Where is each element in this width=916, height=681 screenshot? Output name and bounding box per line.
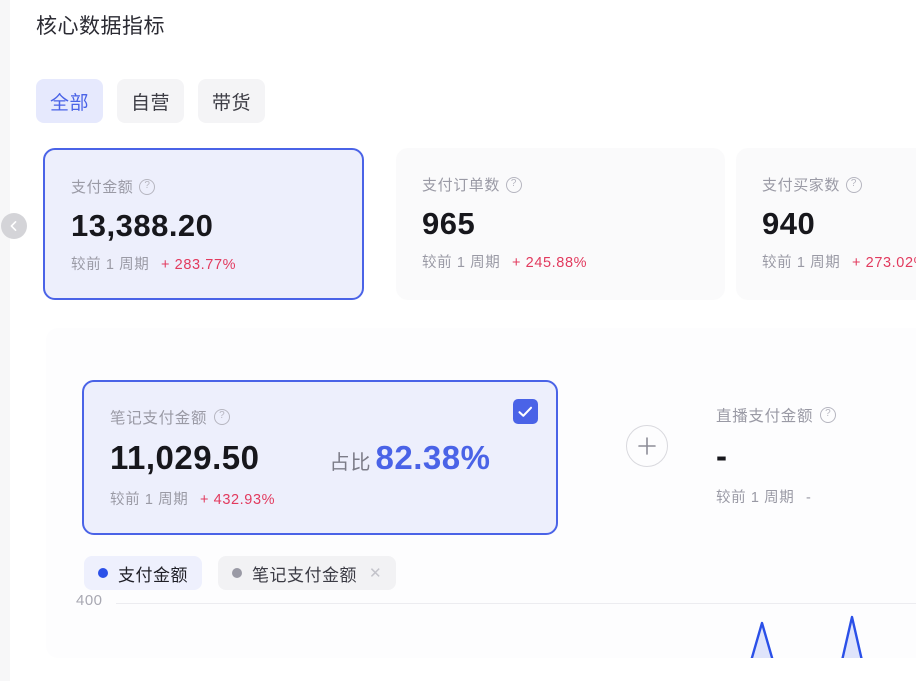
check-icon <box>518 406 533 417</box>
metric-share-label: 占比 <box>329 452 372 474</box>
metric-value-row: - <box>716 434 916 478</box>
page-title: 核心数据指标 <box>36 15 165 38</box>
metric-label: 支付订单数 <box>422 177 501 194</box>
metric-compare-row: 较前 1 周期 + 283.77% <box>71 253 362 274</box>
metric-compare-label: 较前 1 周期 <box>422 255 501 271</box>
legend-label: 支付金额 <box>118 565 188 585</box>
tab-self-operated[interactable]: 自营 <box>117 79 185 123</box>
metric-card-paid-buyers[interactable]: 支付买家数 940 较前 1 周期 + 273.02% <box>736 148 916 300</box>
metric-compare-row: 较前 1 周期 - <box>716 486 916 507</box>
summary-metric-cards: 支付金额 13,388.20 较前 1 周期 + 283.77% 支付订单数 9… <box>36 148 916 300</box>
tab-affiliate[interactable]: 带货 <box>198 79 266 123</box>
metric-delta: + 273.02% <box>851 255 916 271</box>
help-icon[interactable] <box>139 178 156 195</box>
breakdown-chart-panel: 笔记支付金额 11,029.50 占比 82.38% 较前 1 周期 + 432… <box>46 328 916 658</box>
breakdown-metric-cards: 笔记支付金额 11,029.50 占比 82.38% 较前 1 周期 + 432… <box>82 380 912 535</box>
metric-delta: + 283.77% <box>160 257 237 273</box>
tab-affiliate-label: 带货 <box>212 92 252 114</box>
legend-item-payment-amount[interactable]: 支付金额 <box>84 556 202 590</box>
metric-label: 支付金额 <box>71 179 134 196</box>
metric-compare-row: 较前 1 周期 + 432.93% <box>110 488 556 509</box>
metric-value-row: 11,029.50 占比 82.38% <box>110 436 556 480</box>
line-chart-plot: 400 <box>46 592 916 658</box>
metric-share-value: 82.38% <box>375 439 491 476</box>
metric-compare-label: 较前 1 周期 <box>71 257 150 273</box>
tab-self-operated-label: 自营 <box>131 92 171 114</box>
legend-dot-icon <box>232 568 242 578</box>
legend-label: 笔记支付金额 <box>252 565 357 585</box>
metric-card-live-payment-amount[interactable]: 直播支付金额 - 较前 1 周期 - <box>678 380 916 535</box>
metric-scope-tabs: 全部 自营 带货 <box>36 79 266 123</box>
metric-value: 940 <box>762 206 816 241</box>
metric-delta: - <box>805 490 812 506</box>
metric-card-paid-orders-label-row: 支付订单数 <box>422 174 725 195</box>
tab-all[interactable]: 全部 <box>36 79 104 123</box>
close-icon[interactable]: ✕ <box>369 564 383 582</box>
help-icon[interactable] <box>846 176 863 193</box>
legend-dot-icon <box>98 568 108 578</box>
legend-item-note-payment-amount[interactable]: 笔记支付金额 ✕ <box>218 556 397 590</box>
plus-icon <box>638 437 656 455</box>
metric-value: 11,029.50 <box>110 439 260 476</box>
chevron-left-icon <box>10 221 17 231</box>
help-icon[interactable] <box>506 176 523 193</box>
metric-card-payment-amount-label-row: 支付金额 <box>71 176 362 197</box>
add-metric-button[interactable] <box>626 425 668 467</box>
page-background-edge <box>0 0 10 681</box>
chart-gridline <box>116 603 916 604</box>
metric-card-paid-buyers-label-row: 支付买家数 <box>762 174 916 195</box>
metric-label: 笔记支付金额 <box>110 410 208 427</box>
sidebar-collapse-handle[interactable] <box>1 213 27 239</box>
metric-card-payment-amount[interactable]: 支付金额 13,388.20 较前 1 周期 + 283.77% <box>43 148 364 300</box>
metric-compare-row: 较前 1 周期 + 273.02% <box>762 251 916 272</box>
metric-value: 13,388.20 <box>71 208 214 243</box>
chart-legend: 支付金额 笔记支付金额 ✕ <box>84 556 397 590</box>
help-icon[interactable] <box>820 407 837 423</box>
metric-label: 直播支付金额 <box>716 408 814 425</box>
metric-value: - <box>716 437 727 474</box>
tab-all-label: 全部 <box>50 92 90 114</box>
metric-card-checkbox[interactable] <box>513 399 538 424</box>
metric-compare-label: 较前 1 周期 <box>716 490 795 506</box>
metric-card-live-payment-amount-label-row: 直播支付金额 <box>716 404 916 426</box>
chart-series-payment-amount <box>750 615 863 658</box>
metric-card-paid-orders[interactable]: 支付订单数 965 较前 1 周期 + 245.88% <box>396 148 725 300</box>
metric-card-note-payment-amount[interactable]: 笔记支付金额 11,029.50 占比 82.38% 较前 1 周期 + 432… <box>82 380 558 535</box>
metric-card-note-payment-amount-label-row: 笔记支付金额 <box>110 406 556 428</box>
metric-label: 支付买家数 <box>762 177 841 194</box>
y-axis-tick-400: 400 <box>76 592 103 609</box>
metric-compare-row: 较前 1 周期 + 245.88% <box>422 251 725 272</box>
metric-value: 965 <box>422 206 476 241</box>
metric-delta: + 245.88% <box>511 255 588 271</box>
chart-area-fill <box>751 617 862 658</box>
help-icon[interactable] <box>214 409 231 425</box>
metric-compare-label: 较前 1 周期 <box>110 492 189 508</box>
metric-delta: + 432.93% <box>199 492 276 508</box>
metric-compare-label: 较前 1 周期 <box>762 255 841 271</box>
chart-line <box>750 615 863 658</box>
metric-share: 占比 82.38% <box>330 439 491 477</box>
